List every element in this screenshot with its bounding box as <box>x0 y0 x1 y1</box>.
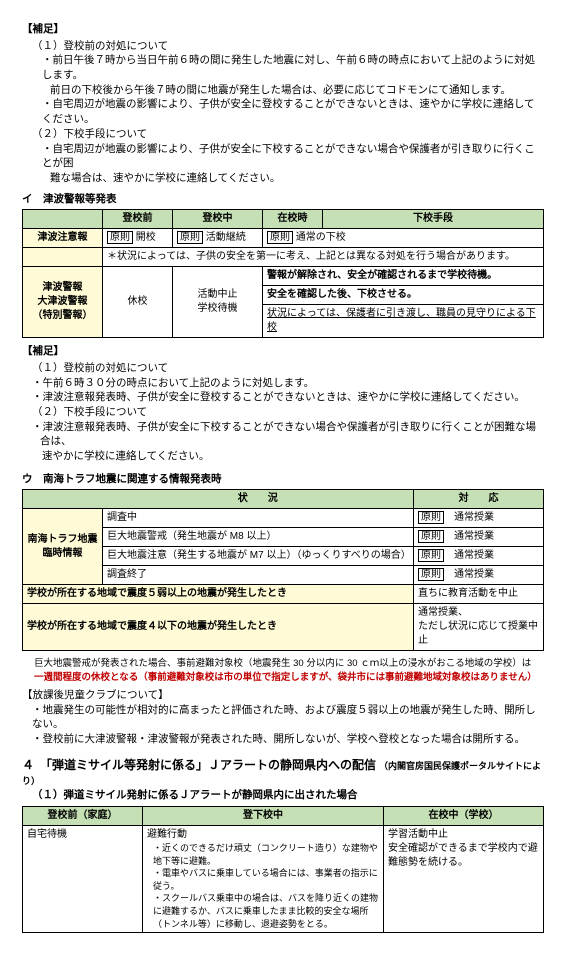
cell: 調査中 <box>103 509 414 528</box>
cell: 原則 通常授業 <box>414 547 544 566</box>
text-line: 難な場合は、速やかに学校に連絡してください。 <box>50 171 544 186</box>
th-blank <box>23 210 103 229</box>
th-situation: 状 況 <box>103 490 414 509</box>
cell-school: 学習活動中止 安全確認ができるまで学校内で避難態勢を続ける。 <box>384 825 544 932</box>
nankai-table: 状 況 対 応 南海トラフ地震臨時情報 調査中 原則 通常授業 巨大地震警戒（発… <box>22 489 544 651</box>
hosoku2-title: 【補足】 <box>22 344 544 359</box>
text-line: ・前日午後７時から当日午前６時の間に発生した地震に対し、午前６時の時点において上… <box>42 53 544 82</box>
hosoku1-section: 【補足】 （１）登校前の対処について ・前日午後７時から当日午前６時の間に発生し… <box>22 22 544 186</box>
text-line: ・午前６時３０分の時点において上記のように対処します。 <box>40 376 544 391</box>
cell: 原則 開校 <box>103 229 173 248</box>
cell: 原則 通常授業 <box>414 566 544 585</box>
cell: 状況によっては、保護者に引き渡し、職員の見守りによる下校 <box>263 305 544 338</box>
cell: 原則 通常授業 <box>414 528 544 547</box>
th-during: 登校中 <box>173 210 263 229</box>
tsunami-table: 登校前 登校中 在校時 下校手段 津波注意報 原則 開校 原則 活動継続 原則 … <box>22 209 544 338</box>
hosoku2-s1-title: （１）登校前の対処について <box>32 361 544 376</box>
cell: 原則 活動継続 <box>173 229 263 248</box>
th-school: 在校中（学校） <box>384 806 544 825</box>
cell: 巨大地震注意（発生する地震が M7 以上）（ゆっくりすべりの場合） <box>103 547 414 566</box>
th-commute: 登下校中 <box>143 806 384 825</box>
section-i-title: イ 津波警報等発表 <box>22 192 544 207</box>
th-blank <box>23 490 103 509</box>
cell: 警報が解除され、安全が確認されるまで学校待機。 <box>263 267 544 286</box>
hosoku2-s2-title: （２）下校手段について <box>32 405 544 420</box>
text-line: ・自宅周辺が地震の影響により、子供が安全に下校することができない場合や保護者が引… <box>42 142 544 171</box>
text-line: ・自宅周辺が地震の影響により、子供が安全に登校することができないときは、速やかに… <box>42 97 544 126</box>
cell: 通常授業、ただし状況に応じて授業中止 <box>414 604 544 651</box>
cell: 原則 通常の下校 <box>263 229 544 248</box>
th-return: 下校手段 <box>323 210 544 229</box>
hosoku1-title: 【補足】 <box>22 22 544 37</box>
th-before: 登校前 <box>103 210 173 229</box>
text-line: 速やかに学校に連絡してください。 <box>42 449 544 464</box>
cell: 活動中止学校待機 <box>173 267 263 338</box>
cell: 調査終了 <box>103 566 414 585</box>
club-title: 【放課後児童クラブについて】 <box>22 688 544 703</box>
th-response: 対 応 <box>414 490 544 509</box>
section-u-title: ウ 南海トラフ地震に関連する情報発表時 <box>22 472 544 487</box>
row-label: 南海トラフ地震臨時情報 <box>23 509 103 585</box>
th-atschool: 在校時 <box>263 210 323 229</box>
text-line: ・津波注意報発表時、子供が安全に登校することができないときは、速やかに学校に連絡… <box>40 390 544 405</box>
jalert-table: 登校前（家庭） 登下校中 在校中（学校） 自宅待機 避難行動 ・近くのできるだけ… <box>22 806 544 933</box>
text-line: 前日の下校後から午後７時の間に地震が発生した場合は、必要に応じてコドモンにて通知… <box>50 83 544 98</box>
text-line: ・津波注意報発表時、子供が安全に下校することができない場合や保護者が引き取りに行… <box>40 420 544 449</box>
note-line: 巨大地震警戒が発表された場合、事前避難対象校（地震発生 30 分以内に 30 ｃ… <box>34 657 544 670</box>
cell-home: 自宅待機 <box>23 825 143 932</box>
cell: 学校が所在する地域で震度５弱以上の地震が発生したとき <box>23 585 414 604</box>
note-cell: ＊状況によっては、子供の安全を第一に考え、上記とは異なる対処を行う場合があります… <box>103 248 544 267</box>
row2-label: 津波警報大津波警報（特別警報） <box>23 267 103 338</box>
text-line: ・登校前に大津波警報・津波警報が発表された時、開所しないが、学校へ登校となった場… <box>32 732 544 747</box>
cell-commute: 避難行動 ・近くのできるだけ頑丈（コンクリート造り）な建物や地下等に避難。 ・電… <box>143 825 384 932</box>
cell: 安全を確認した後、下校させる。 <box>263 286 544 305</box>
cell: 巨大地震警戒（発生地震が M8 以上） <box>103 528 414 547</box>
hosoku2-section: 【補足】 （１）登校前の対処について ・午前６時３０分の時点において上記のように… <box>22 344 544 464</box>
cell: 原則 通常授業 <box>414 509 544 528</box>
text-line: ・地震発生の可能性が相対的に高まったと評価された時、および震度５弱以上の地震が発… <box>32 703 544 732</box>
cell: 直ちに教育活動を中止 <box>414 585 544 604</box>
section-4-title: ４ 「弾道ミサイル等発射に係る」Ｊアラートの静岡県内への配信 （内閣官房国民保護… <box>22 757 544 788</box>
cell-blank <box>23 248 103 267</box>
cell: 学校が所在する地域で震度４以下の地震が発生したとき <box>23 604 414 651</box>
note-red: 一週間程度の休校となる（事前避難対象校は市の単位で指定しますが、袋井市には事前避… <box>34 671 544 684</box>
th-before: 登校前（家庭） <box>23 806 143 825</box>
row1-label: 津波注意報 <box>23 229 103 248</box>
hosoku1-s1-title: （１）登校前の対処について <box>32 39 544 54</box>
hosoku1-s2-title: （２）下校手段について <box>32 127 544 142</box>
cell: 休校 <box>103 267 173 338</box>
